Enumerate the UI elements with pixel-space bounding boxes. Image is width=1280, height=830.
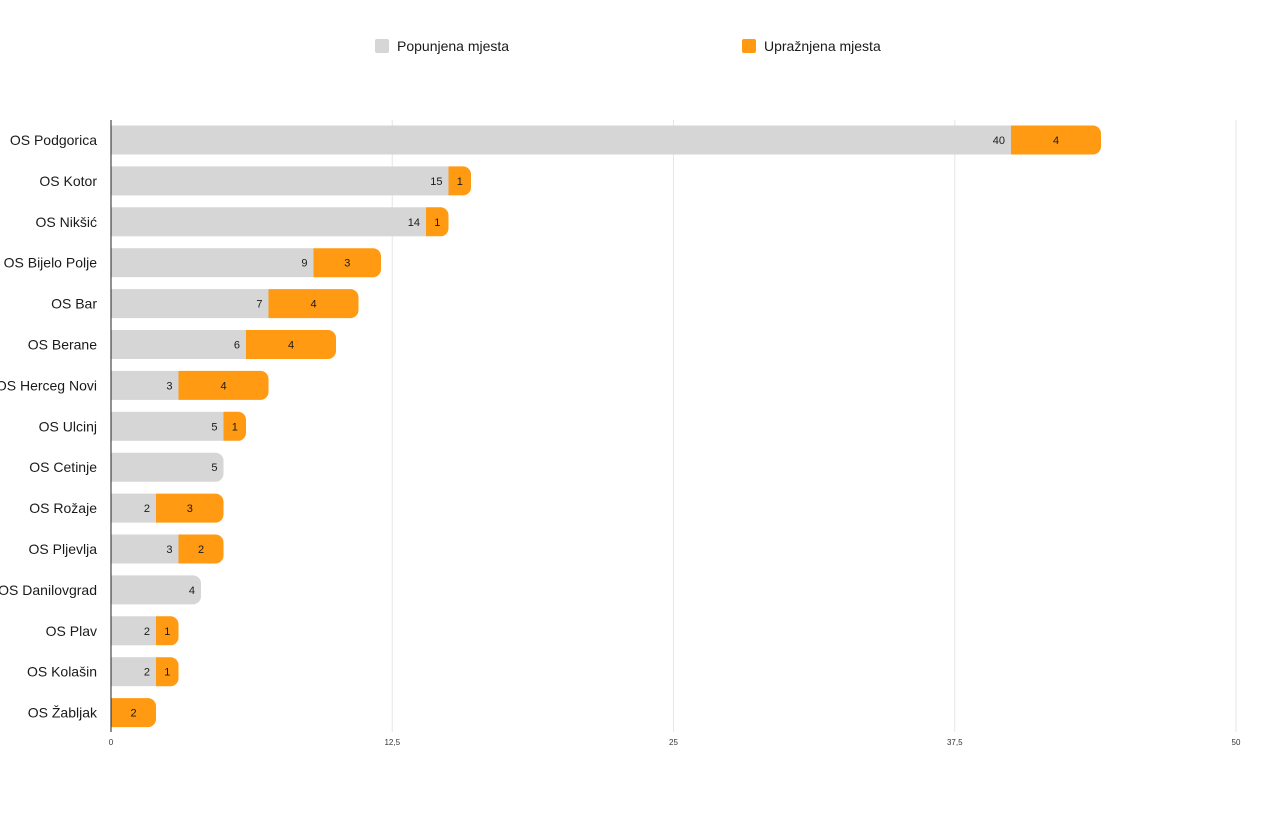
bar-vacant [156,493,224,523]
data-label-filled: 14 [408,217,420,229]
data-label-filled: 7 [256,299,262,311]
data-label-filled: 5 [211,421,217,433]
bar-filled [111,452,224,482]
bar-filled [111,248,314,278]
category-label: OS Ulcinj [39,418,97,434]
bar-vacant [178,370,269,400]
category-label: OS Berane [28,337,97,353]
data-label-vacant: 2 [198,544,204,556]
bar-vacant [156,657,179,687]
category-label: OS Kolašin [27,664,97,680]
category-label: OS Bar [51,296,97,312]
legend-item-vacant[interactable]: Upražnjena mjesta [742,38,881,54]
category-label: OS Danilovgrad [0,582,97,598]
legend-label-filled: Popunjena mjesta [397,38,510,54]
data-label-filled: 3 [166,380,172,392]
bar-filled [111,330,246,359]
bar-filled [111,125,1011,155]
bar-vacant [111,698,156,728]
x-tick-label: 0 [109,738,114,747]
category-label: OS Cetinje [29,459,97,475]
bar-filled [111,493,156,523]
bar-filled [111,534,179,564]
data-label-filled: 2 [144,667,150,679]
bar-filled [111,411,224,441]
data-label-vacant: 4 [288,340,294,352]
data-label-vacant: 4 [310,299,316,311]
bar-filled [111,207,426,237]
legend-label-vacant: Upražnjena mjesta [764,38,881,54]
x-tick-label: 50 [1232,738,1241,747]
bar-filled [111,166,449,196]
category-label: OS Podgorica [10,132,97,148]
data-label-filled: 40 [993,135,1005,147]
bar-vacant [246,330,336,359]
data-label-filled: 15 [430,176,442,188]
bar-vacant [268,289,359,319]
category-label: OS Herceg Novi [0,377,97,393]
data-label-filled: 4 [189,585,195,597]
category-label: OS Nikšić [36,214,97,230]
bar-filled [111,370,179,400]
data-label-vacant: 3 [187,503,193,515]
bar-filled [111,657,156,687]
bar-vacant [313,248,381,278]
x-tick-label: 25 [669,738,678,747]
data-label-vacant: 1 [164,667,170,679]
data-label-vacant: 4 [220,380,226,392]
data-label-filled: 2 [144,626,150,638]
data-label-vacant: 1 [232,421,238,433]
category-label: OS Rožaje [29,500,97,516]
legend-swatch-vacant [742,39,756,53]
bar-vacant [448,166,471,196]
x-tick-label: 12,5 [384,738,400,747]
legend-item-filled[interactable]: Popunjena mjesta [375,38,509,54]
bar-vacant [223,411,246,441]
bar-filled [111,575,201,605]
data-label-filled: 6 [234,340,240,352]
data-label-vacant: 3 [344,258,350,270]
data-label-vacant: 2 [130,708,136,720]
bar-filled [111,616,156,646]
category-label: OS Žabljak [28,705,98,721]
data-label-filled: 2 [144,503,150,515]
category-label: OS Kotor [39,173,97,189]
data-label-vacant: 1 [457,176,463,188]
bar-vacant [426,207,449,237]
x-tick-label: 37,5 [947,738,963,747]
bar-vacant [178,534,224,564]
data-label-vacant: 4 [1053,135,1059,147]
legend-swatch-filled [375,39,389,53]
legend: Popunjena mjesta Upražnjena mjesta [0,38,1280,58]
bar-vacant [156,616,179,646]
data-label-filled: 9 [301,258,307,270]
category-label: OS Plav [46,623,97,639]
data-label-vacant: 1 [164,626,170,638]
bar-filled [111,289,269,319]
bar-vacant [1011,125,1101,155]
category-label: OS Bijelo Polje [4,255,98,271]
data-label-vacant: 1 [434,217,440,229]
data-label-filled: 5 [211,462,217,474]
data-label-filled: 3 [166,544,172,556]
category-label: OS Pljevlja [29,541,98,557]
